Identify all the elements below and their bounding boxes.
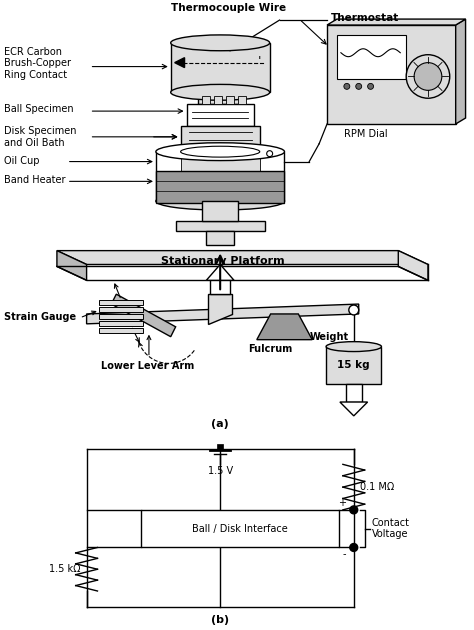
Polygon shape xyxy=(210,280,230,294)
Circle shape xyxy=(406,55,450,98)
Text: -: - xyxy=(342,549,346,559)
Polygon shape xyxy=(174,58,184,67)
Polygon shape xyxy=(456,19,465,124)
Bar xyxy=(141,510,339,547)
Bar xyxy=(156,152,284,201)
Bar xyxy=(217,444,223,450)
Text: 15 kg: 15 kg xyxy=(337,360,370,370)
Text: +: + xyxy=(338,498,346,508)
Bar xyxy=(337,35,406,79)
Circle shape xyxy=(356,83,362,89)
Text: Contact
Voltage: Contact Voltage xyxy=(372,518,410,539)
Text: Thermocouple Wire: Thermocouple Wire xyxy=(171,3,286,13)
Bar xyxy=(199,93,242,104)
Polygon shape xyxy=(206,265,234,280)
Bar xyxy=(327,25,456,124)
Bar xyxy=(100,300,143,305)
Circle shape xyxy=(350,506,358,514)
Polygon shape xyxy=(87,304,359,324)
Text: Fulcrum: Fulcrum xyxy=(248,343,292,353)
Bar xyxy=(181,126,260,152)
Text: Weight: Weight xyxy=(309,331,348,341)
Text: 1.5 V: 1.5 V xyxy=(208,466,233,476)
Bar xyxy=(346,384,362,402)
Text: Oil Cup: Oil Cup xyxy=(4,156,40,166)
Text: Ball / Disk Interface: Ball / Disk Interface xyxy=(192,524,288,534)
Text: ': ' xyxy=(258,55,261,67)
Ellipse shape xyxy=(326,341,382,352)
Bar xyxy=(326,346,382,384)
Bar xyxy=(202,96,210,104)
Text: RPM Dial: RPM Dial xyxy=(344,129,387,139)
Text: 1.5 kΩ: 1.5 kΩ xyxy=(49,564,81,574)
Bar xyxy=(176,221,264,231)
Ellipse shape xyxy=(156,143,284,161)
Polygon shape xyxy=(208,294,232,324)
Text: Ball Specimen: Ball Specimen xyxy=(4,104,74,114)
Text: Disk Specimen
and Oil Bath: Disk Specimen and Oil Bath xyxy=(4,126,77,147)
Text: Strain Gauge: Strain Gauge xyxy=(4,312,77,322)
Polygon shape xyxy=(111,294,176,336)
Ellipse shape xyxy=(181,146,260,157)
Bar xyxy=(206,231,234,244)
Circle shape xyxy=(267,151,273,157)
Polygon shape xyxy=(398,251,428,280)
Text: 0.1 MΩ: 0.1 MΩ xyxy=(360,482,394,492)
Ellipse shape xyxy=(171,84,270,100)
Ellipse shape xyxy=(171,35,270,51)
Bar xyxy=(202,201,238,221)
Bar xyxy=(171,43,270,93)
Bar xyxy=(100,328,143,333)
Bar xyxy=(100,314,143,319)
Polygon shape xyxy=(340,402,368,416)
Circle shape xyxy=(368,83,374,89)
Bar xyxy=(214,96,222,104)
Ellipse shape xyxy=(156,192,284,210)
Polygon shape xyxy=(327,19,465,25)
Bar xyxy=(100,321,143,326)
Text: (a): (a) xyxy=(211,419,229,429)
Polygon shape xyxy=(57,251,87,280)
Bar xyxy=(226,96,234,104)
Bar xyxy=(100,307,143,312)
Text: Thermostat: Thermostat xyxy=(331,13,399,23)
Bar xyxy=(238,96,246,104)
Polygon shape xyxy=(57,251,428,265)
Circle shape xyxy=(350,544,358,551)
Circle shape xyxy=(344,83,350,89)
Text: Lower Lever Arm: Lower Lever Arm xyxy=(101,362,195,372)
Bar xyxy=(156,171,284,203)
Text: (b): (b) xyxy=(211,615,229,625)
Circle shape xyxy=(414,62,442,90)
Circle shape xyxy=(349,305,359,315)
Bar xyxy=(187,104,254,126)
Text: Band Heater: Band Heater xyxy=(4,175,66,185)
Text: ECR Carbon
Brush-Copper
Ring Contact: ECR Carbon Brush-Copper Ring Contact xyxy=(4,47,72,80)
Polygon shape xyxy=(257,314,312,340)
Text: Stationary Platform: Stationary Platform xyxy=(161,256,284,265)
Bar xyxy=(181,152,260,201)
